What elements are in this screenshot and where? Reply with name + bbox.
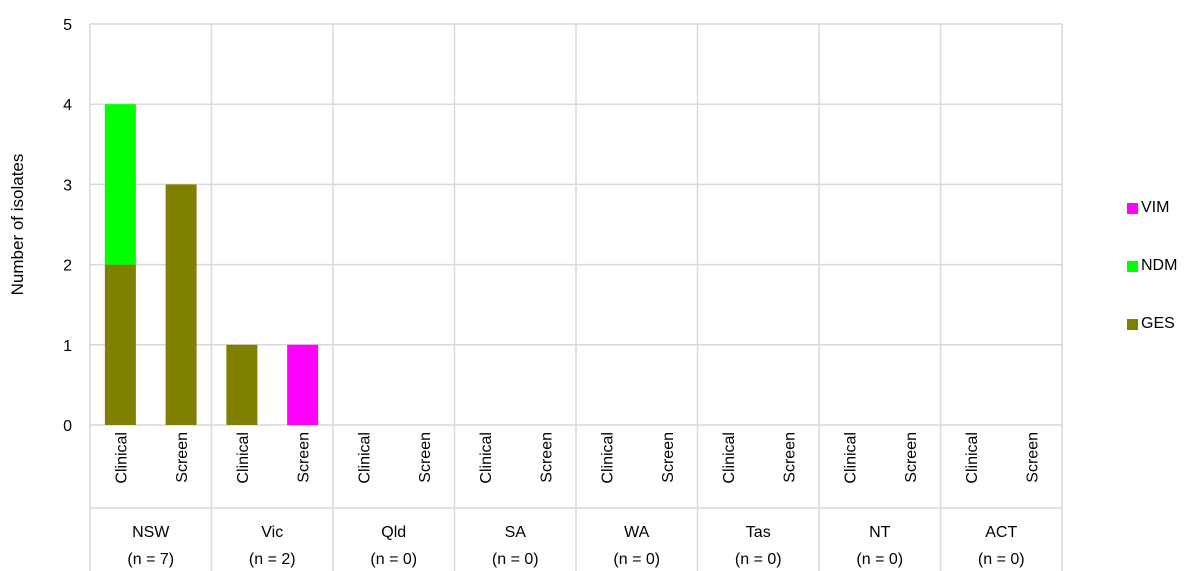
group-label: NT: [869, 524, 891, 541]
group-n-label: (n = 0): [856, 551, 903, 568]
legend-label-ges: GES: [1141, 315, 1175, 332]
subcategory-label: Clinical: [113, 432, 130, 484]
legend-item-ges: GES: [1127, 315, 1175, 333]
group-n-label: (n = 0): [370, 551, 417, 568]
subcategory-label: Screen: [296, 432, 313, 483]
bar-ndm: [104, 104, 136, 265]
subcategory-label: Clinical: [478, 432, 495, 484]
bar-vim: [287, 344, 319, 425]
subcategory-label: Screen: [782, 432, 799, 483]
legend-label-vim: VIM: [1141, 199, 1170, 216]
y-tick-label: 1: [63, 338, 72, 355]
y-tick-label: 3: [63, 177, 72, 194]
subcategory-label: Screen: [903, 432, 920, 483]
y-tick-label: 5: [63, 17, 72, 34]
subcategory-label: Clinical: [964, 432, 981, 484]
group-label: SA: [505, 524, 527, 541]
y-tick-label: 2: [63, 258, 72, 275]
subcategory-label: Screen: [417, 432, 434, 483]
group-n-label: (n = 0): [613, 551, 660, 568]
legend-swatch-ndm: [1127, 260, 1138, 272]
subcategory-label: Clinical: [599, 432, 616, 484]
subcategory-label: Screen: [1025, 432, 1042, 483]
legend-swatch-vim: [1127, 202, 1138, 214]
subcategory-label: Clinical: [721, 432, 738, 484]
group-label: ACT: [985, 524, 1017, 541]
group-n-label: (n = 0): [735, 551, 782, 568]
group-label: Qld: [381, 524, 406, 541]
subcategory-label: Screen: [174, 432, 191, 483]
subcategory-label: Clinical: [842, 432, 859, 484]
bar-ges: [165, 184, 197, 425]
group-n-label: (n = 0): [492, 551, 539, 568]
group-label: Tas: [746, 524, 771, 541]
group-n-label: (n = 0): [978, 551, 1025, 568]
group-label: WA: [624, 524, 650, 541]
group-n-label: (n = 7): [127, 551, 174, 568]
subcategory-label: Screen: [539, 432, 556, 483]
legend-item-vim: VIM: [1127, 199, 1169, 217]
subcategory-label: Screen: [660, 432, 677, 483]
bar-ges: [226, 344, 258, 425]
legend-label-ndm: NDM: [1141, 257, 1178, 274]
y-axis-title: Number of isolates: [8, 154, 27, 296]
legend-item-ndm: NDM: [1127, 257, 1177, 275]
bar-ges: [104, 264, 136, 425]
y-tick-label: 4: [63, 97, 72, 114]
group-label: NSW: [132, 524, 170, 541]
group-n-label: (n = 2): [249, 551, 296, 568]
subcategory-label: Clinical: [235, 432, 252, 484]
y-tick-label: 0: [63, 418, 72, 435]
legend-swatch-ges: [1127, 318, 1138, 330]
group-label: Vic: [261, 524, 283, 541]
subcategory-label: Clinical: [356, 432, 373, 484]
